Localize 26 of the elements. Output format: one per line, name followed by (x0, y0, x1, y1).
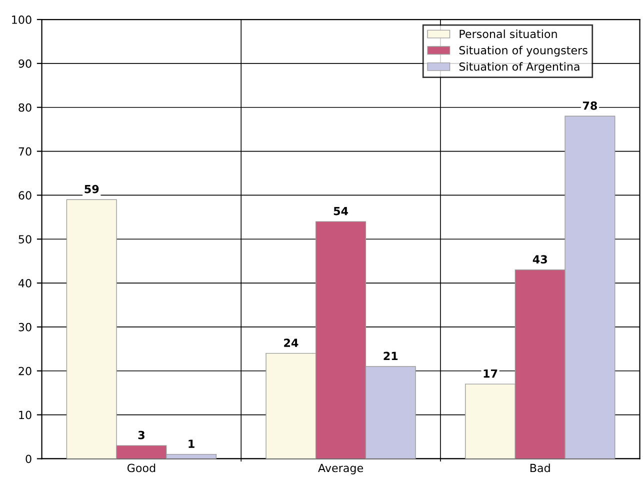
x-tick-label: Good (127, 464, 156, 472)
x-tick-label: Bad (530, 464, 550, 472)
y-tick-label: 30 (18, 322, 32, 332)
y-tick-label: 80 (18, 103, 32, 112)
y-tick-label: 70 (18, 147, 32, 156)
data-label: 3 (138, 430, 144, 440)
y-tick-label: 0 (26, 454, 32, 464)
legend-label: Situation of Argentina (459, 62, 580, 73)
y-tick-label: 10 (19, 410, 32, 420)
y-tick-label: 20 (18, 366, 32, 376)
data-label: 43 (532, 255, 547, 264)
data-label: 1 (188, 440, 194, 448)
y-tick-label: 40 (18, 279, 32, 288)
data-label: 17 (484, 369, 498, 378)
y-tick-label: 50 (18, 235, 32, 244)
data-label: 24 (284, 338, 298, 347)
legend-label: Personal situation (460, 30, 557, 38)
data-label: 21 (384, 352, 398, 360)
data-label: 78 (582, 101, 597, 110)
y-tick-label: 60 (18, 191, 32, 200)
legend-label: Situation of youngsters (459, 46, 588, 57)
y-tick-label: 90 (18, 59, 32, 68)
y-tick-label: 100 (12, 15, 32, 24)
data-label: 59 (84, 184, 99, 194)
data-label: 54 (334, 206, 348, 216)
x-tick-label: Average (318, 464, 364, 474)
